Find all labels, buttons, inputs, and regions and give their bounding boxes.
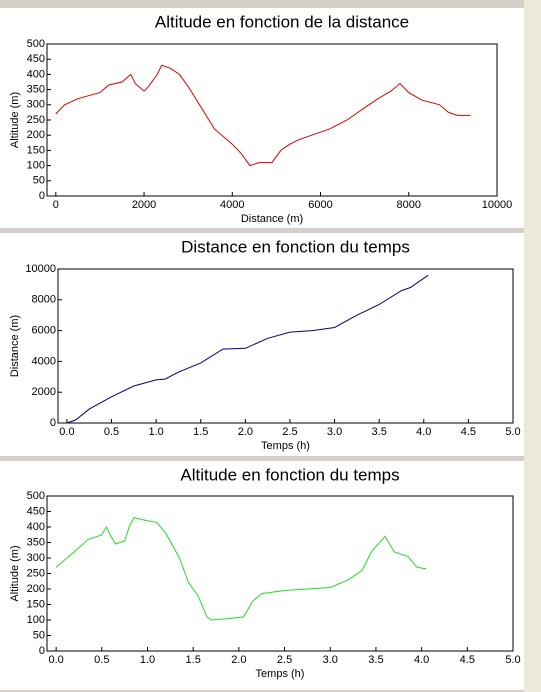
y-tick-label: 450 xyxy=(27,505,45,517)
data-line xyxy=(55,517,427,621)
x-tick-label: 3.5 xyxy=(368,654,383,666)
y-tick-label: 400 xyxy=(27,521,45,533)
data-line xyxy=(66,274,429,424)
y-tick-label: 10000 xyxy=(25,263,56,275)
y-tick-label: 500 xyxy=(27,490,45,502)
x-tick-label: 2.0 xyxy=(231,654,246,666)
x-tick-label: 4000 xyxy=(220,199,244,211)
chart-title: Altitude en fonction du temps xyxy=(180,465,399,484)
y-tick-label: 0 xyxy=(39,190,45,202)
y-tick-label: 400 xyxy=(27,68,45,80)
y-axis-label: Altitude (m) xyxy=(9,545,21,601)
panel xyxy=(0,461,524,690)
y-tick-label: 100 xyxy=(27,614,45,626)
y-tick-label: 350 xyxy=(27,536,45,548)
x-axis-label: Distance (m) xyxy=(241,213,303,225)
y-tick-label: 50 xyxy=(33,175,45,187)
x-tick-label: 0 xyxy=(53,199,59,211)
y-tick-label: 250 xyxy=(27,114,45,126)
panel xyxy=(0,8,524,228)
y-tick-label: 200 xyxy=(27,583,45,595)
x-tick-label: 4.5 xyxy=(460,654,475,666)
y-tick-label: 50 xyxy=(33,629,45,641)
x-tick-label: 3.5 xyxy=(372,426,387,438)
x-tick-label: 3.0 xyxy=(327,426,342,438)
y-tick-label: 100 xyxy=(27,160,45,172)
chart-title: Altitude en fonction de la distance xyxy=(155,12,409,31)
x-tick-label: 2.5 xyxy=(277,654,292,666)
y-tick-label: 150 xyxy=(27,144,45,156)
y-tick-label: 6000 xyxy=(32,325,56,337)
y-tick-label: 450 xyxy=(27,53,45,65)
x-tick-label: 5.0 xyxy=(505,654,520,666)
x-tick-label: 8000 xyxy=(397,199,421,211)
y-tick-label: 350 xyxy=(27,84,45,96)
x-tick-label: 3.0 xyxy=(323,654,338,666)
x-tick-label: 2.5 xyxy=(282,426,297,438)
y-axis-label: Distance (m) xyxy=(9,315,21,377)
x-tick-label: 0.0 xyxy=(59,426,74,438)
plot-frame xyxy=(57,268,514,424)
x-tick-label: 2.0 xyxy=(238,426,253,438)
y-tick-label: 300 xyxy=(27,99,45,111)
data-line xyxy=(55,64,471,167)
y-tick-label: 250 xyxy=(27,567,45,579)
x-tick-label: 0.5 xyxy=(94,654,109,666)
x-tick-label: 5.0 xyxy=(505,426,520,438)
y-tick-label: 0 xyxy=(50,417,56,429)
y-tick-label: 150 xyxy=(27,598,45,610)
y-axis-label: Altitude (m) xyxy=(9,92,21,148)
x-axis-label: Temps (h) xyxy=(256,668,305,680)
x-tick-label: 0.0 xyxy=(48,654,63,666)
y-tick-label: 500 xyxy=(27,38,45,50)
y-tick-label: 4000 xyxy=(32,355,56,367)
x-tick-label: 2000 xyxy=(132,199,156,211)
x-tick-label: 1.5 xyxy=(193,426,208,438)
x-tick-label: 1.0 xyxy=(140,654,155,666)
x-tick-label: 0.5 xyxy=(104,426,119,438)
x-tick-label: 1.5 xyxy=(186,654,201,666)
y-tick-label: 0 xyxy=(39,645,45,657)
y-tick-label: 300 xyxy=(27,552,45,564)
x-tick-label: 4.5 xyxy=(461,426,476,438)
scrollbar xyxy=(524,0,541,692)
chart-title: Distance en fonction du temps xyxy=(181,237,410,256)
x-axis-label: Temps (h) xyxy=(261,440,310,452)
x-tick-label: 10000 xyxy=(482,199,513,211)
y-tick-label: 8000 xyxy=(32,294,56,306)
y-tick-label: 200 xyxy=(27,129,45,141)
x-tick-label: 1.0 xyxy=(148,426,163,438)
y-tick-label: 2000 xyxy=(32,386,56,398)
x-tick-label: 6000 xyxy=(308,199,332,211)
x-tick-label: 4.0 xyxy=(414,654,429,666)
panel xyxy=(0,233,524,456)
x-tick-label: 4.0 xyxy=(416,426,431,438)
